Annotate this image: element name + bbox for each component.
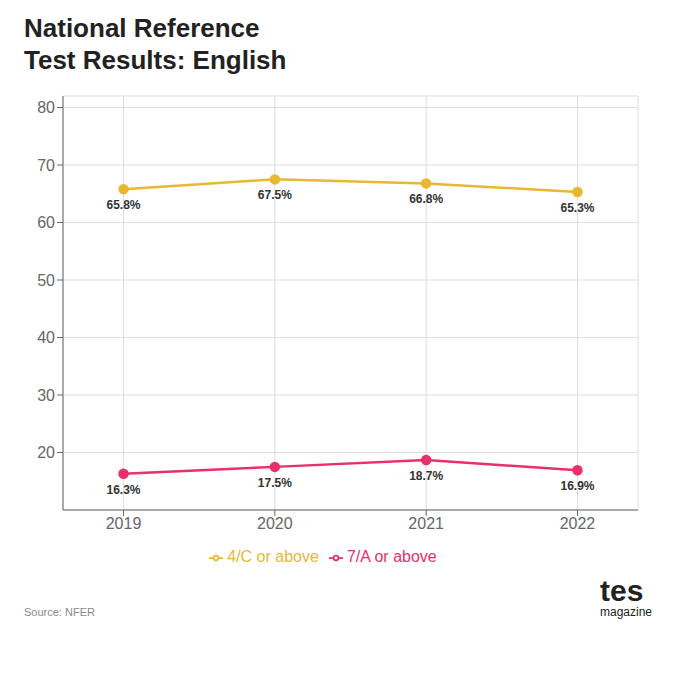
html-text:National Reference: National Reference (24, 13, 260, 43)
svg-text:2020: 2020 (257, 515, 293, 532)
svg-text:60: 60 (37, 214, 55, 231)
html-text:Source: NFER: Source: NFER (24, 606, 95, 618)
svg-text:17.5%: 17.5% (258, 476, 292, 490)
svg-text:2021: 2021 (408, 515, 444, 532)
svg-text:66.8%: 66.8% (409, 192, 443, 206)
svg-text:18.7%: 18.7% (409, 469, 443, 483)
svg-text:65.8%: 65.8% (107, 198, 141, 212)
html-text:tes: tes (600, 574, 644, 607)
html-text:Test Results: English: Test Results: English (24, 45, 287, 75)
svg-text:67.5%: 67.5% (258, 188, 292, 202)
svg-text:40: 40 (37, 329, 55, 346)
svg-text:20: 20 (37, 444, 55, 461)
html-text:4/C or above: 4/C or above (227, 548, 319, 565)
svg-text:2022: 2022 (560, 515, 596, 532)
svg-text:16.9%: 16.9% (560, 479, 594, 493)
svg-text:80: 80 (37, 99, 55, 116)
svg-text:65.3%: 65.3% (560, 201, 594, 215)
svg-text:2019: 2019 (106, 515, 142, 532)
html-text:magazine: magazine (600, 605, 652, 619)
html-text:7/A or above: 7/A or above (346, 548, 437, 565)
svg-text:50: 50 (37, 272, 55, 289)
svg-text:16.3%: 16.3% (107, 483, 141, 497)
svg-text:70: 70 (37, 157, 55, 174)
svg-text:30: 30 (37, 387, 55, 404)
